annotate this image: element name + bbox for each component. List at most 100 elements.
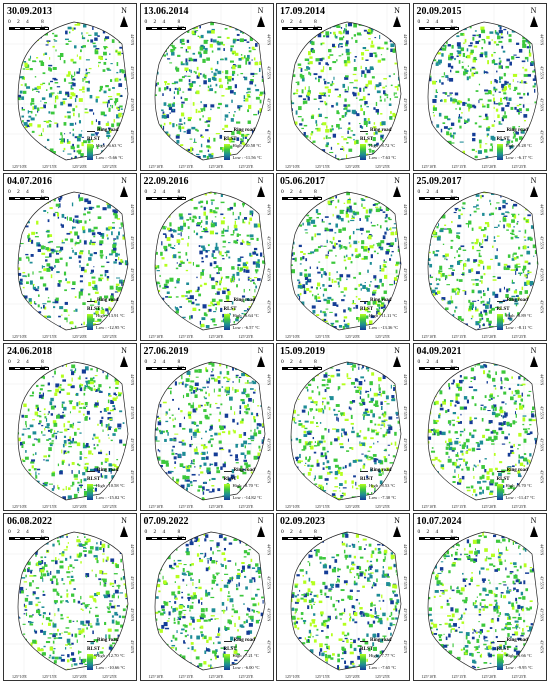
lst-pixel [236, 234, 241, 236]
lst-pixel [339, 37, 344, 41]
lst-pixel [482, 290, 484, 293]
lst-pixel [255, 262, 259, 267]
lst-pixel [54, 329, 58, 330]
lst-pixel [471, 148, 475, 151]
lst-pixel [248, 46, 250, 49]
lst-pixel [192, 215, 196, 219]
lst-pixel [330, 23, 334, 26]
lst-pixel [472, 259, 477, 262]
lst-pixel [498, 62, 501, 65]
lst-pixel [171, 418, 174, 422]
lst-pixel [344, 90, 349, 93]
lst-pixel [517, 213, 519, 216]
lst-pixel [440, 76, 444, 78]
lst-pixel [200, 225, 202, 228]
lst-pixel [240, 56, 244, 60]
lst-pixel [171, 123, 175, 128]
lst-pixel [226, 288, 229, 292]
lst-pixel [91, 189, 93, 192]
legend-title: RLST [360, 307, 374, 312]
lst-pixel [116, 34, 121, 37]
lst-pixel [484, 113, 488, 117]
lst-pixel [223, 229, 229, 232]
lst-pixel [256, 259, 260, 263]
lst-pixel [498, 81, 501, 83]
lst-pixel [35, 475, 38, 479]
lst-pixel [349, 307, 352, 312]
lst-pixel [82, 86, 85, 91]
lst-pixel [439, 227, 444, 230]
lst-pixel [120, 108, 123, 110]
lst-pixel [488, 310, 492, 314]
lst-pixel [390, 111, 392, 114]
lst-pixel [105, 424, 108, 428]
lst-pixel [117, 231, 120, 236]
lst-pixel [250, 200, 255, 203]
lst-pixel [175, 67, 179, 72]
lst-pixel [345, 210, 348, 215]
lst-pixel [424, 329, 428, 330]
lst-pixel [534, 55, 537, 59]
longitude-label: 125°10'E [12, 164, 27, 169]
lst-pixel [348, 236, 351, 240]
lst-pixel [18, 97, 20, 99]
lst-pixel [390, 43, 395, 48]
lst-pixel [503, 80, 507, 85]
lst-pixel [56, 86, 61, 88]
lst-pixel [328, 277, 331, 281]
lst-pixel [58, 280, 62, 283]
lst-pixel [53, 485, 55, 489]
lst-pixel [449, 97, 452, 102]
lst-pixel [177, 330, 180, 333]
lst-pixel [356, 254, 360, 256]
lst-pixel [245, 407, 250, 411]
lst-pixel [322, 318, 325, 323]
lst-pixel [116, 277, 121, 279]
lst-pixel [90, 269, 95, 273]
lst-pixel [317, 246, 321, 249]
lst-pixel [513, 86, 517, 90]
ring-road-label: Ring road [97, 468, 119, 473]
lst-pixel [114, 98, 119, 103]
lst-pixel [160, 138, 164, 143]
lst-pixel [90, 368, 93, 371]
lst-pixel [256, 278, 261, 281]
lst-pixel [63, 138, 65, 143]
lst-pixel [331, 80, 334, 84]
lst-pixel [185, 48, 187, 52]
lst-pixel [219, 134, 222, 139]
lst-pixel [192, 141, 197, 143]
lst-pixel [369, 284, 371, 287]
lst-pixel [526, 214, 531, 217]
lst-pixel [494, 207, 497, 210]
lst-pixel [371, 76, 375, 79]
lst-pixel [154, 82, 157, 87]
latitude-label: 43°50'N [403, 268, 408, 282]
lst-pixel [449, 332, 450, 335]
lst-pixel [97, 387, 100, 392]
lst-pixel [323, 313, 327, 317]
lst-pixel [338, 240, 341, 243]
lst-pixel [204, 129, 209, 132]
lst-pixel [521, 200, 525, 205]
lst-pixel [224, 114, 228, 118]
lst-pixel [212, 222, 217, 227]
lst-pixel [245, 298, 249, 301]
lst-pixel [307, 51, 311, 56]
lst-pixel [32, 330, 34, 334]
lst-pixel [311, 114, 315, 117]
ring-road-boundary [17, 191, 129, 331]
lst-pixel [438, 112, 441, 117]
lst-pixel [253, 419, 256, 423]
lst-pixel [516, 109, 520, 113]
lst-pixel [119, 69, 121, 73]
lst-pixel [368, 148, 372, 151]
lst-pixel [18, 475, 22, 478]
lst-pixel [325, 129, 330, 133]
lst-pixel [66, 319, 68, 323]
lst-pixel [190, 69, 192, 74]
lst-pixel [78, 401, 81, 406]
lst-pixel [70, 92, 75, 96]
lst-pixel [117, 201, 122, 206]
